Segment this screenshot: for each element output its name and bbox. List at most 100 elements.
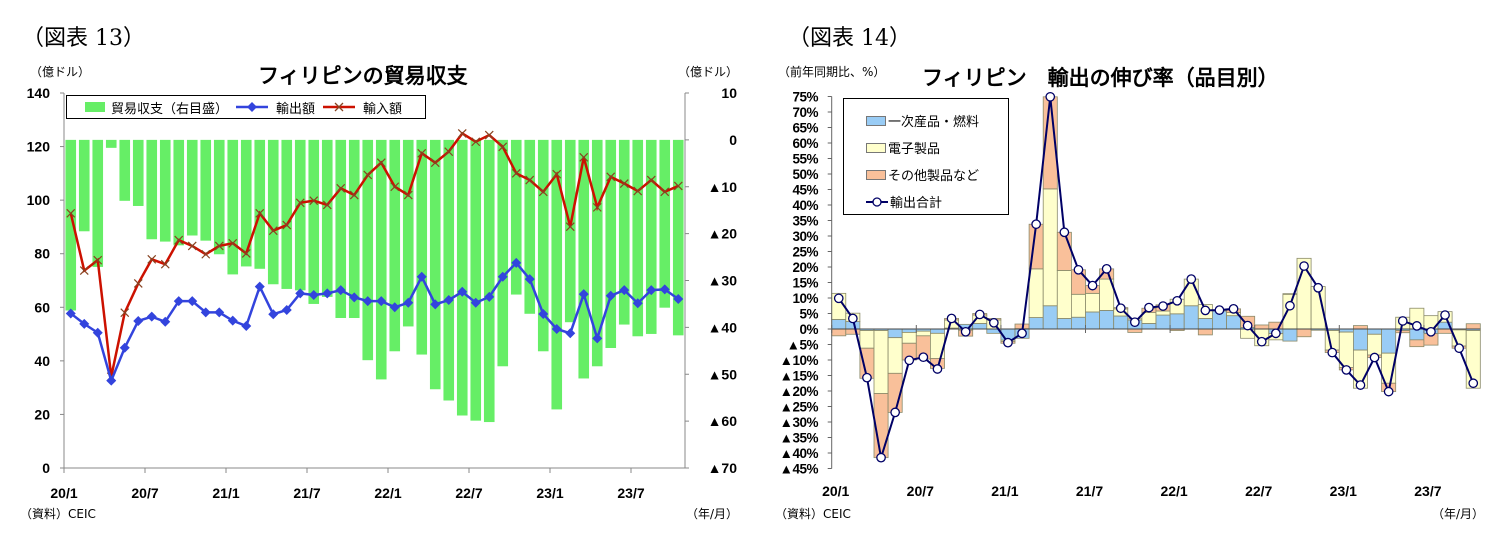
balance-bar (65, 139, 77, 311)
electronics-bar (1071, 293, 1086, 318)
balance-bar (456, 139, 468, 416)
total-exports-point (918, 352, 929, 363)
imports-point (619, 179, 629, 188)
exports-point (565, 328, 576, 339)
exports-point (457, 286, 468, 297)
balance-bar (632, 139, 644, 337)
y-tick-label: ▲25% (780, 400, 819, 415)
total-exports-point (1327, 347, 1338, 358)
right-tick-label: 10 (721, 85, 737, 101)
imports-point (349, 190, 359, 200)
balance-bar (362, 139, 374, 361)
electronics-bar (1028, 268, 1044, 318)
imports-point (93, 255, 103, 265)
primary-bar (831, 318, 847, 330)
balance-bar (78, 139, 90, 232)
y-tick-label: ▲45% (780, 462, 819, 477)
other-bar (1437, 328, 1453, 334)
x-tick-label: 23/7 (617, 485, 644, 501)
total-exports-point (1031, 219, 1042, 230)
exports-point (362, 296, 373, 307)
exports-point (349, 292, 360, 303)
exports-point (79, 318, 90, 329)
primary-bar (972, 323, 988, 330)
exports-point (497, 271, 508, 282)
balance-bar (267, 139, 279, 285)
imports-point (673, 181, 683, 191)
imports-point (363, 170, 373, 180)
total-exports-point (1059, 227, 1070, 238)
total-exports-point (1172, 295, 1183, 306)
primary-bar (1141, 323, 1157, 330)
primary-bar (1042, 305, 1058, 330)
balance-bar (578, 139, 590, 379)
total-exports-point (1313, 282, 1324, 293)
other-bar (831, 328, 847, 337)
x-tick-label: 20/7 (907, 483, 934, 499)
electronics-bar (1056, 270, 1072, 319)
legend-label-other: その他製品など (888, 169, 980, 184)
imports-point (579, 152, 589, 162)
electronics-bar (1141, 312, 1157, 324)
imports-point (565, 222, 575, 232)
primary-bar (1197, 318, 1213, 330)
imports-point (525, 175, 535, 185)
balance-bar (105, 139, 117, 148)
exports-point (673, 293, 684, 304)
imports-point (322, 200, 332, 210)
balance-bar (483, 139, 495, 423)
left-tick-label: 140 (27, 85, 51, 101)
right-tick-label: 0 (729, 132, 737, 148)
total-exports-point (1228, 303, 1239, 314)
primary-bar (1155, 314, 1171, 330)
legend-swatch-primary (866, 115, 886, 126)
right-tick-label: ▲30 (708, 273, 738, 289)
other-bar (1127, 328, 1143, 333)
other-bar (1056, 231, 1072, 271)
legend-swatch-balance (85, 102, 105, 112)
total-exports-point (1271, 328, 1281, 339)
legend-swatch-electronics (866, 142, 886, 153)
figure-14-label: （図表 14） (788, 26, 911, 51)
x-tick-label: 23/1 (1330, 483, 1357, 499)
imports-point (646, 175, 656, 185)
exports-point (578, 289, 589, 300)
chart-13-title: フィリピンの貿易収支 (258, 64, 468, 88)
exports-point (295, 288, 306, 299)
balance-bar (173, 139, 185, 246)
imports-point (201, 249, 211, 259)
balance-bar (92, 139, 104, 267)
exports-point (146, 311, 157, 322)
exports-point (254, 281, 265, 292)
legend-label-exports: 輸出額 (276, 101, 316, 117)
legend-marker-imports-icon (323, 102, 356, 112)
imports-point (309, 196, 319, 206)
exports-point (389, 302, 400, 313)
exports-point (632, 298, 643, 309)
y-tick-label: 75% (792, 90, 818, 105)
total-exports-point (932, 364, 943, 374)
imports-point (417, 148, 427, 158)
total-exports-point (904, 355, 915, 366)
y-tick-label: ▲30% (780, 415, 819, 430)
total-exports-point (1115, 303, 1126, 314)
y-tick-label: ▲40% (780, 446, 819, 461)
total-exports-point (847, 313, 858, 324)
total-exports-point (1045, 91, 1056, 102)
exports-point (335, 285, 346, 296)
total-exports-point (1017, 328, 1027, 339)
exports-point (173, 296, 184, 307)
imports-point (511, 168, 521, 178)
right-axis-unit: （億ドル） (678, 65, 739, 79)
other-bar (1296, 328, 1312, 338)
x-unit-13: （年/月） (686, 507, 739, 521)
legend-item-electronics: 電子製品 (866, 134, 1008, 161)
total-exports-point (1355, 380, 1366, 390)
left-tick-label: 0 (42, 460, 50, 476)
other-bar (1254, 324, 1270, 330)
imports-point (538, 187, 548, 197)
balance-bar (308, 139, 320, 304)
exports-point (214, 307, 225, 318)
exports-point (511, 257, 522, 268)
right-tick-label: ▲60 (708, 413, 738, 429)
